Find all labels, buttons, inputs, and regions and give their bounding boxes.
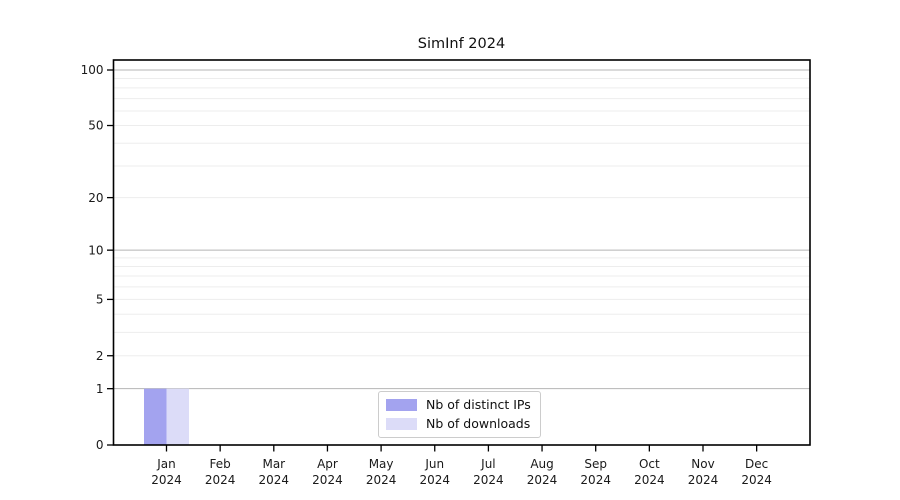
y-tick-label: 5 [96, 293, 104, 307]
y-tick-label: 100 [81, 63, 104, 77]
x-tick-label-year: 2024 [151, 473, 182, 487]
x-tick-label-year: 2024 [419, 473, 450, 487]
x-tick-label-year: 2024 [473, 473, 504, 487]
chart-title: SimInf 2024 [417, 36, 506, 52]
legend-label-distinct-ips: Nb of distinct IPs [426, 397, 531, 412]
y-tick-label: 0 [96, 438, 104, 452]
y-tick-label: 50 [88, 119, 103, 133]
legend-label-downloads: Nb of downloads [426, 416, 531, 431]
x-tick-label-year: 2024 [741, 473, 772, 487]
x-tick-label-year: 2024 [205, 473, 236, 487]
x-tick-label-month: Mar [262, 457, 285, 471]
x-tick-label-month: Oct [639, 457, 660, 471]
x-tick-label-year: 2024 [634, 473, 665, 487]
x-tick-label-month: Apr [317, 457, 338, 471]
x-tick-label-month: Dec [745, 457, 768, 471]
x-tick-label-year: 2024 [580, 473, 611, 487]
x-tick-label-month: Aug [530, 457, 553, 471]
x-tick-label-year: 2024 [259, 473, 290, 487]
x-tick-label-month: May [369, 457, 394, 471]
x-tick-label-year: 2024 [366, 473, 397, 487]
x-tick-label-month: Jul [480, 457, 495, 471]
x-tick-label-year: 2024 [312, 473, 343, 487]
y-tick-label: 20 [88, 191, 103, 205]
x-tick-label-month: Jan [156, 457, 176, 471]
x-axis: Jan 2024 Feb 2024 Mar 2024 Apr 2024 May 2024 Jun 20… [151, 445, 772, 487]
y-tick-label: 2 [96, 349, 104, 363]
gridlines [113, 69, 810, 390]
y-axis: 0 1 2 5 10 20 50 100 [81, 63, 114, 452]
legend-swatch-downloads [386, 417, 417, 430]
x-tick-label-month: Feb [210, 457, 231, 471]
bar [144, 388, 167, 445]
y-tick-label: 10 [88, 243, 103, 257]
x-tick-label-month: Jun [424, 457, 444, 471]
bars [144, 388, 189, 445]
x-tick-label-month: Nov [691, 457, 714, 471]
legend-item-distinct-ips: Nb of distinct IPs [386, 396, 531, 413]
x-tick-label-month: Sep [584, 457, 607, 471]
legend-swatch-distinct-ips [386, 398, 417, 411]
legend-item-downloads: Nb of downloads [386, 415, 531, 432]
x-tick-label-year: 2024 [688, 473, 719, 487]
bar [166, 388, 189, 445]
plot-frame [112, 59, 811, 446]
y-tick-label: 1 [96, 382, 104, 396]
x-tick-label-year: 2024 [527, 473, 558, 487]
legend: Nb of distinct IPs Nb of downloads [378, 391, 541, 438]
